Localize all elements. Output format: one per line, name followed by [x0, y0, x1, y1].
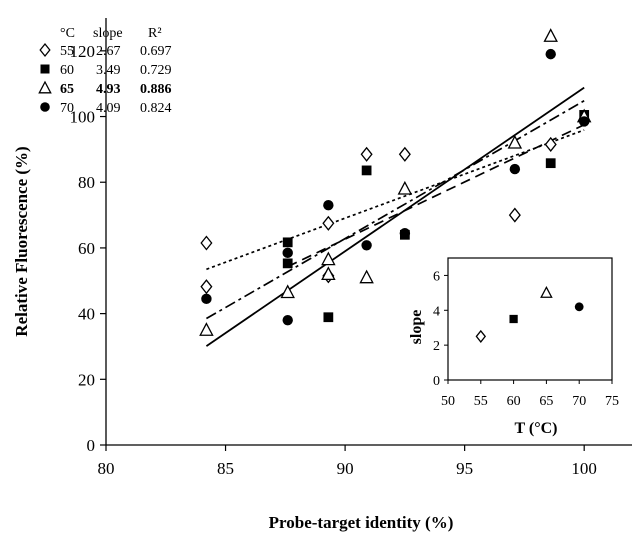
data-point-55 [398, 146, 411, 162]
y-tick-label: 120 [70, 42, 96, 61]
legend-row-70: 70 4.09 0.824 [40, 101, 172, 116]
legend-temp: 65 [60, 82, 74, 97]
inset-x-axis-title: T (°C) [515, 420, 558, 437]
data-point-70 [399, 227, 411, 239]
legend-slope: 3.49 [96, 63, 121, 78]
x-tick-label: 90 [337, 459, 354, 478]
legend-r2: 0.886 [140, 82, 172, 97]
y-tick-label: 80 [78, 173, 95, 192]
data-point-65 [359, 269, 374, 284]
legend-marker-55 [39, 42, 51, 58]
inset-y-tick-label: 0 [433, 374, 440, 389]
inset-x-tick-label: 60 [507, 394, 521, 409]
inset-x-tick-label: 65 [539, 394, 553, 409]
inset-x-tick-label: 50 [441, 394, 455, 409]
inset-y-tick-label: 2 [433, 339, 440, 354]
y-tick-label: 40 [78, 305, 95, 324]
legend-marker-70 [40, 102, 50, 112]
data-point-55 [508, 207, 521, 223]
inset-y-tick-label: 6 [433, 269, 440, 284]
data-point-55 [200, 235, 213, 251]
inset-frame [447, 257, 613, 381]
data-point-60 [323, 312, 334, 323]
data-point-65 [397, 180, 413, 195]
data-point-70 [545, 48, 556, 60]
inset-point-65 [540, 285, 553, 298]
data-point-65 [321, 266, 336, 281]
data-point-70 [361, 240, 372, 251]
data-point-70 [282, 247, 293, 259]
data-point-55 [322, 215, 335, 231]
legend-row-55: 55 2.67 0.697 [39, 42, 172, 59]
legend-r2: 0.729 [140, 63, 172, 78]
legend: °C slope R² 55 2.67 0.697 60 3.49 0.729 65 4.93… [38, 26, 172, 116]
y-tick-label: 20 [78, 370, 95, 389]
legend-header-r2: R² [148, 26, 162, 41]
inset-plot: 50 55 60 65 70 75 0 2 4 6 T (°C) slope [408, 257, 619, 437]
fit-line-55 [206, 129, 585, 271]
legend-temp: 55 [60, 44, 74, 59]
inset-axes [447, 257, 613, 381]
y-tick-label: 60 [78, 239, 95, 258]
legend-rows: 55 2.67 0.697 60 3.49 0.729 65 4.93 0.886 70 4.09 0… [38, 42, 172, 116]
x-tick-label: 85 [217, 459, 234, 478]
data-point-70 [323, 200, 334, 211]
x-tick-label: 80 [98, 459, 115, 478]
legend-row-60: 60 3.49 0.729 [40, 63, 172, 78]
x-axis-title: Probe-target identity (%) [269, 513, 454, 532]
legend-marker-60 [40, 64, 50, 74]
data-point-65 [507, 134, 523, 149]
data-point-60 [282, 258, 293, 269]
legend-slope: 4.93 [96, 82, 121, 97]
data-point-70 [282, 314, 293, 326]
data-point-65 [280, 284, 295, 299]
y-tick-label: 100 [70, 108, 96, 127]
legend-r2: 0.824 [140, 101, 172, 116]
legend-r2: 0.697 [140, 44, 172, 59]
inset-point-60 [509, 314, 518, 324]
y-tick-label: 0 [87, 436, 96, 455]
data-point-55 [200, 279, 213, 295]
data-point-60 [361, 165, 372, 176]
data-point-55 [544, 136, 557, 152]
x-tick-label: 95 [456, 459, 473, 478]
fit-line-70 [205, 100, 585, 320]
legend-header-slope: slope [93, 26, 123, 41]
x-tick-label: 100 [571, 459, 597, 478]
inset-point-70 [574, 302, 584, 312]
y-axis-title: Relative Fluorescence (%) [12, 146, 31, 336]
data-points [199, 28, 592, 336]
inset-point-55 [475, 329, 487, 343]
fit-lines [205, 86, 585, 347]
legend-header-temp: °C [60, 26, 75, 41]
inset-ticks: 50 55 60 65 70 75 0 2 4 6 [433, 269, 619, 409]
inset-points [475, 285, 584, 343]
inset-x-tick-label: 70 [572, 394, 586, 409]
inset-y-axis-title: slope [408, 310, 425, 345]
data-point-65 [543, 28, 558, 42]
fit-line-60 [287, 123, 585, 268]
main-axes [105, 18, 632, 446]
data-point-70 [578, 116, 590, 127]
inset-x-tick-label: 75 [605, 394, 619, 409]
legend-row-65: 65 4.93 0.886 [38, 80, 172, 97]
legend-slope: 4.09 [96, 101, 121, 116]
data-point-65 [321, 251, 336, 266]
legend-marker-65 [38, 80, 52, 94]
data-point-65 [199, 322, 214, 336]
fit-line-65 [205, 86, 585, 347]
inset-x-tick-label: 55 [474, 394, 488, 409]
legend-temp: 70 [60, 101, 74, 116]
data-point-60 [545, 158, 556, 169]
data-point-60 [282, 237, 293, 248]
legend-slope: 2.67 [96, 44, 121, 59]
inset-y-tick-label: 4 [433, 304, 440, 319]
legend-temp: 60 [60, 63, 74, 78]
data-point-70 [201, 293, 212, 305]
data-point-55 [360, 146, 373, 162]
data-point-70 [509, 163, 521, 175]
